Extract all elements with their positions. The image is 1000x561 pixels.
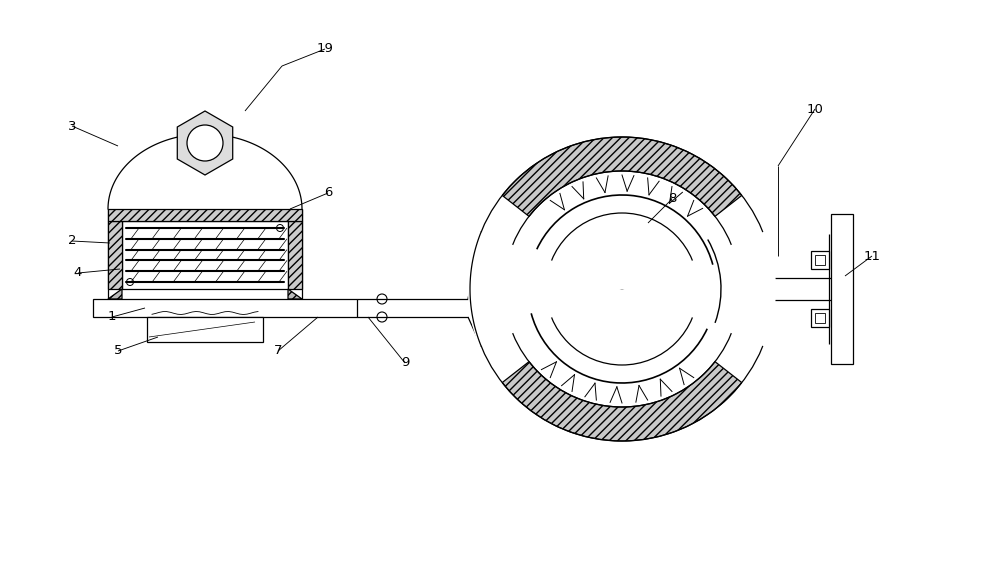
Text: 6: 6	[324, 186, 332, 200]
Text: 9: 9	[401, 356, 409, 370]
Wedge shape	[502, 137, 742, 217]
Bar	[815, 313, 825, 323]
Text: 11: 11	[864, 250, 881, 263]
Bar	[108, 221, 122, 289]
Text: 3: 3	[68, 119, 76, 132]
Text: 5: 5	[114, 344, 122, 357]
Polygon shape	[108, 289, 122, 299]
Text: 1: 1	[108, 310, 116, 324]
Text: 4: 4	[74, 266, 82, 279]
Bar	[288, 221, 302, 289]
Polygon shape	[288, 289, 302, 299]
Text: 10: 10	[807, 103, 823, 116]
Text: 8: 8	[668, 192, 676, 205]
Bar	[108, 209, 302, 221]
Bar	[357, 299, 468, 317]
Bar	[93, 299, 357, 317]
Text: 2: 2	[68, 234, 76, 247]
Circle shape	[187, 125, 223, 161]
Text: 7: 7	[274, 344, 282, 357]
Wedge shape	[502, 362, 742, 441]
Bar	[811, 251, 829, 269]
Bar	[147, 317, 263, 342]
Wedge shape	[468, 231, 622, 347]
Bar	[811, 309, 829, 327]
Bar	[831, 214, 853, 364]
Text: 19: 19	[317, 43, 333, 56]
Bar	[815, 255, 825, 265]
Wedge shape	[622, 231, 776, 347]
Polygon shape	[177, 111, 233, 175]
